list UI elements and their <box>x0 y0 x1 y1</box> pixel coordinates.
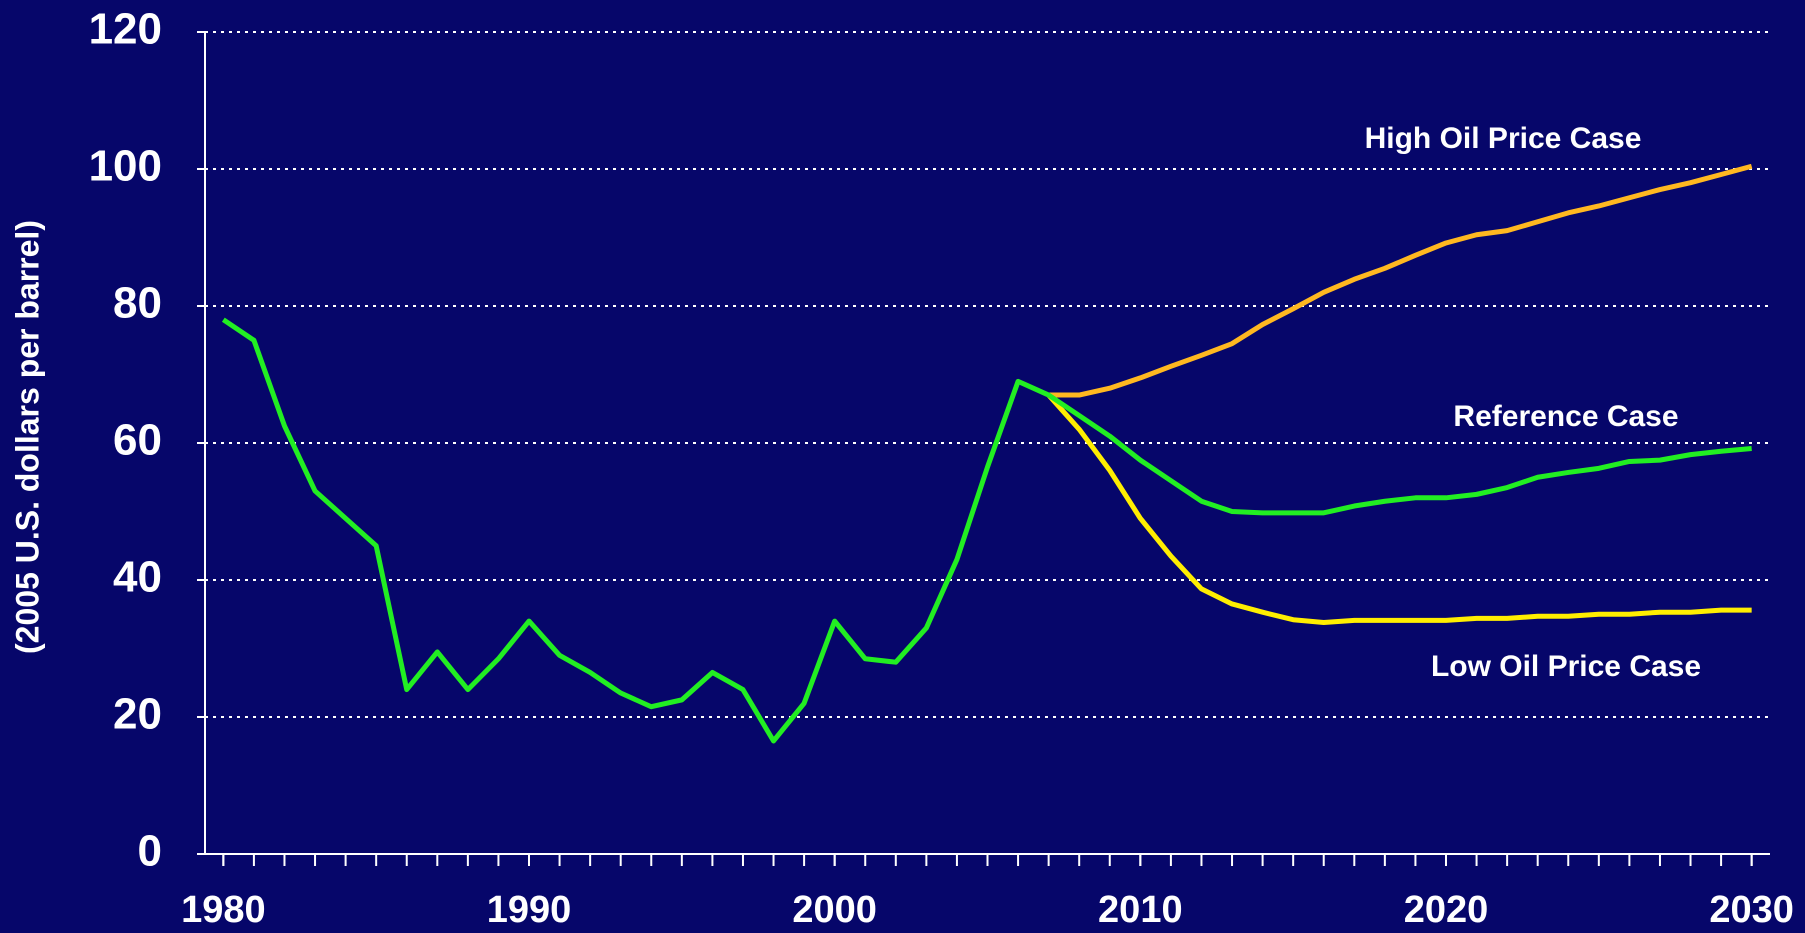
series-line <box>1048 163 1753 398</box>
series-line <box>221 317 1752 744</box>
y-tick-label: 120 <box>89 5 162 54</box>
y-tick-label: 80 <box>113 279 162 328</box>
x-tick-label: 2010 <box>1098 889 1183 931</box>
y-tick-label: 60 <box>113 416 162 465</box>
y-tick-label: 0 <box>138 827 162 876</box>
series-label: Reference Case <box>1453 400 1678 433</box>
x-tick-label: 2020 <box>1404 889 1489 931</box>
y-tick-label: 20 <box>113 690 162 739</box>
y-axis-label: (2005 U.S. dollars per barrel) <box>9 220 45 654</box>
x-tick-label: 1980 <box>181 889 266 931</box>
y-tick-label: 40 <box>113 553 162 602</box>
x-tick-label: 2000 <box>792 889 877 931</box>
x-tick-label: 2030 <box>1709 889 1794 931</box>
series-label: High Oil Price Case <box>1365 122 1642 155</box>
series-label: Low Oil Price Case <box>1431 650 1701 683</box>
y-tick-label: 100 <box>89 142 162 191</box>
series-line <box>1046 393 1752 625</box>
x-tick-label: 1990 <box>487 889 572 931</box>
